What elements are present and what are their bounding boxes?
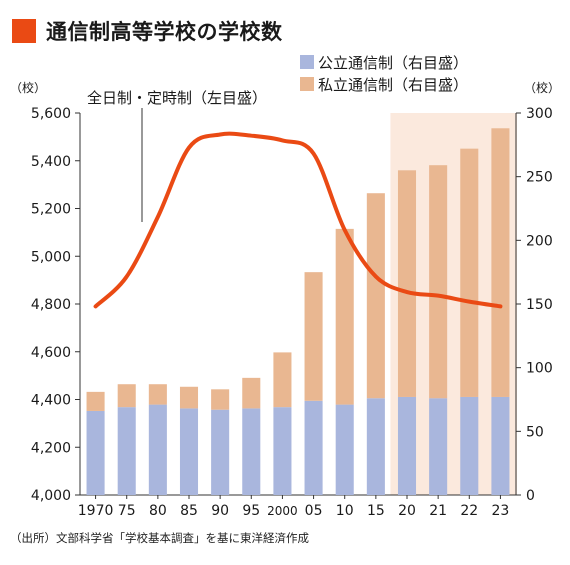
bar-private — [335, 228, 354, 405]
legend-swatch — [300, 55, 314, 69]
line-all-day-part-time — [93, 131, 503, 309]
bar-public — [460, 396, 479, 495]
bar-private — [429, 165, 448, 399]
legend-label: 公立通信制（右目盛） — [318, 54, 468, 72]
x-tick-label: 21 — [429, 503, 447, 519]
bar-private — [86, 391, 105, 411]
source-note: （出所）文部科学省「学校基本調査」を基に東洋経済作成 — [10, 531, 309, 545]
legend-swatch — [300, 77, 314, 91]
x-tick-label: 15 — [367, 503, 385, 519]
bar-public — [429, 398, 448, 495]
right-tick-label: 300 — [526, 106, 553, 122]
left-axis-unit: （校） — [10, 80, 46, 95]
bar-public — [148, 404, 167, 495]
left-tick-label: 5,200 — [31, 202, 71, 218]
x-tick-label: 20 — [398, 503, 416, 519]
chart-title-group: 通信制高等学校の学校数 — [12, 16, 283, 46]
x-tick-label: 23 — [492, 503, 510, 519]
x-tick-label: 1970 — [78, 503, 114, 519]
bar-private — [460, 148, 479, 397]
line-series-label: 全日制・定時制（左目盛） — [87, 89, 267, 107]
bar-private — [211, 389, 230, 410]
right-tick-label: 50 — [526, 424, 544, 440]
bar-private — [242, 377, 261, 409]
bar-public — [304, 400, 323, 495]
right-tick-label: 150 — [526, 297, 553, 313]
chart-title: 通信制高等学校の学校数 — [46, 20, 283, 44]
bar-public — [273, 407, 292, 495]
legend-label: 私立通信制（右目盛） — [318, 76, 468, 94]
x-tick-label: 75 — [118, 503, 136, 519]
bar-private — [148, 384, 167, 405]
x-tick-label: 95 — [242, 503, 260, 519]
right-tick-label: 0 — [526, 488, 535, 504]
right-tick-label: 200 — [526, 233, 553, 249]
right-axis-unit: （校） — [524, 80, 560, 95]
left-tick-label: 4,400 — [31, 393, 71, 409]
left-tick-label: 5,400 — [31, 154, 71, 170]
x-tick-label: 85 — [180, 503, 198, 519]
x-tick-label: 10 — [336, 503, 354, 519]
left-tick-label: 4,600 — [31, 345, 71, 361]
left-tick-label: 4,000 — [31, 488, 71, 504]
right-tick-label: 100 — [526, 361, 553, 377]
left-tick-label: 5,000 — [31, 249, 71, 265]
bar-public — [179, 408, 199, 495]
bar-public — [366, 398, 385, 495]
bar-private — [304, 272, 323, 401]
bar-private — [366, 193, 385, 399]
bar-private — [273, 352, 292, 408]
x-tick-label: 05 — [305, 503, 323, 519]
bar-private — [179, 386, 199, 409]
bar-public — [117, 407, 136, 495]
x-tick-label: 80 — [149, 503, 167, 519]
x-tick-label: 2000 — [267, 504, 298, 518]
left-tick-label: 5,600 — [31, 106, 71, 122]
bar-private — [491, 128, 510, 397]
bar-public — [491, 396, 510, 495]
left-tick-label: 4,200 — [31, 440, 71, 456]
bar-private — [397, 170, 417, 397]
bar-public — [211, 409, 230, 495]
title-marker-icon — [12, 19, 36, 43]
bar-public — [335, 404, 354, 495]
right-tick-label: 250 — [526, 170, 553, 186]
left-tick-label: 4,800 — [31, 297, 71, 313]
x-tick-label: 22 — [460, 503, 478, 519]
x-tick-label: 90 — [211, 503, 229, 519]
bar-public — [86, 410, 105, 495]
bar-private — [117, 384, 136, 408]
bar-public — [397, 396, 417, 495]
bar-public — [242, 408, 261, 495]
